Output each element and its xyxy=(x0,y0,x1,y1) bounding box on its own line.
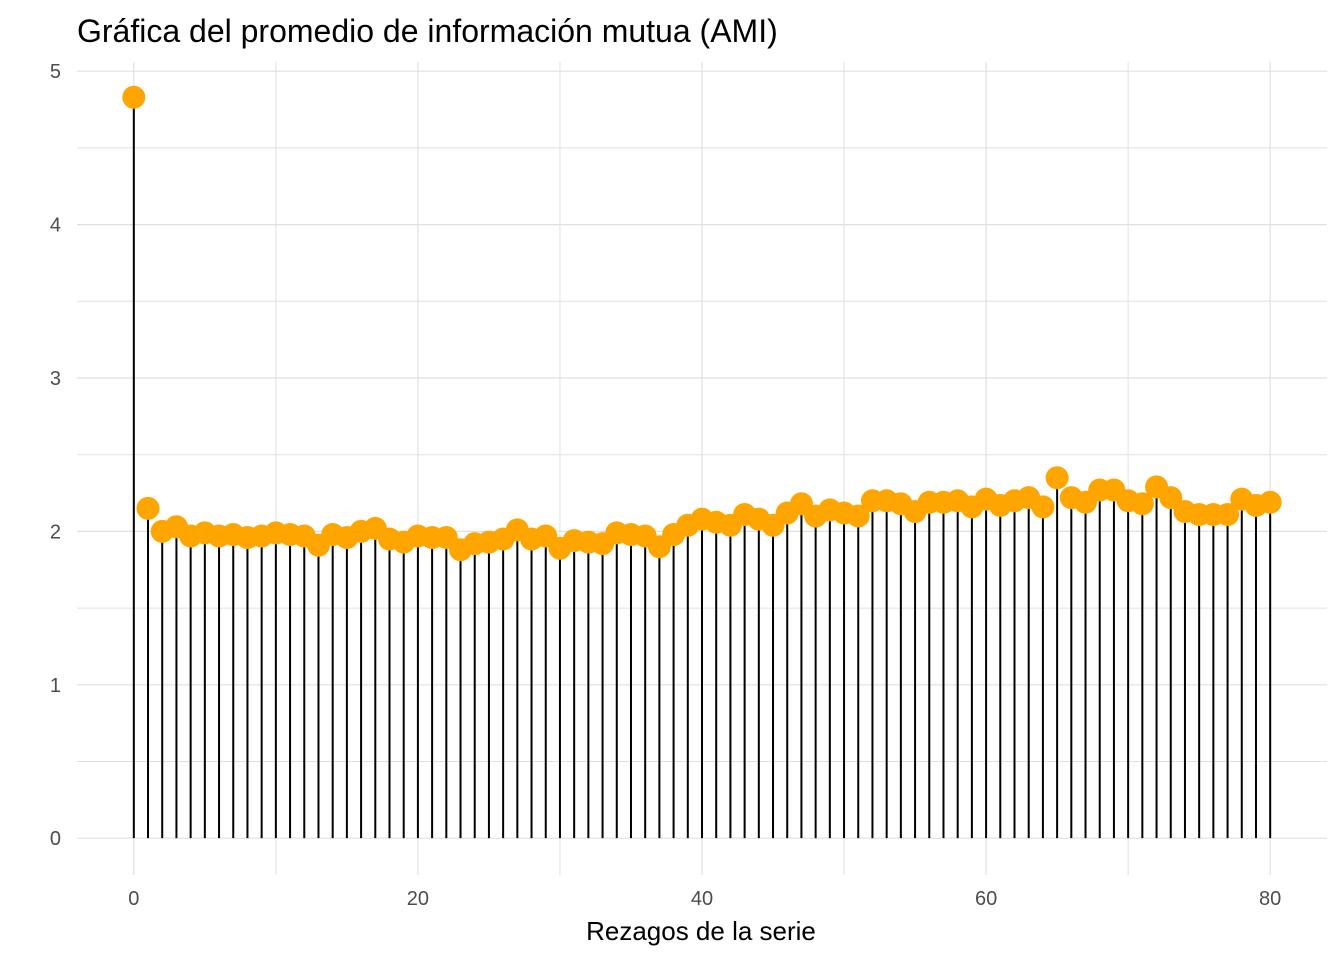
x-tick-label: 40 xyxy=(691,888,713,910)
data-point xyxy=(136,496,160,520)
points-group xyxy=(122,85,1282,562)
data-point xyxy=(1130,492,1154,516)
x-tick-label: 20 xyxy=(407,888,429,910)
chart-title: Gráfica del promedio de información mutu… xyxy=(77,13,778,49)
x-axis-label: Rezagos de la serie xyxy=(586,916,816,946)
data-point xyxy=(846,504,870,528)
data-point xyxy=(1031,495,1055,519)
y-tick-label: 5 xyxy=(50,61,61,83)
data-point xyxy=(1159,486,1183,510)
y-tick-label: 4 xyxy=(50,215,61,237)
y-tick-label: 1 xyxy=(50,675,61,697)
data-point xyxy=(1216,503,1240,527)
y-axis-ticks: 0 1 2 3 4 5 xyxy=(50,61,61,850)
y-tick-label: 2 xyxy=(50,521,61,543)
stems-group xyxy=(132,97,1272,839)
x-tick-label: 0 xyxy=(128,888,139,910)
data-point xyxy=(122,85,146,109)
data-point xyxy=(1045,466,1069,490)
x-axis-ticks: 0 20 40 60 80 xyxy=(128,888,1281,910)
y-tick-label: 3 xyxy=(50,368,61,390)
x-tick-label: 60 xyxy=(975,888,997,910)
y-tick-label: 0 xyxy=(50,828,61,850)
x-tick-label: 80 xyxy=(1259,888,1281,910)
data-point xyxy=(1258,490,1282,514)
